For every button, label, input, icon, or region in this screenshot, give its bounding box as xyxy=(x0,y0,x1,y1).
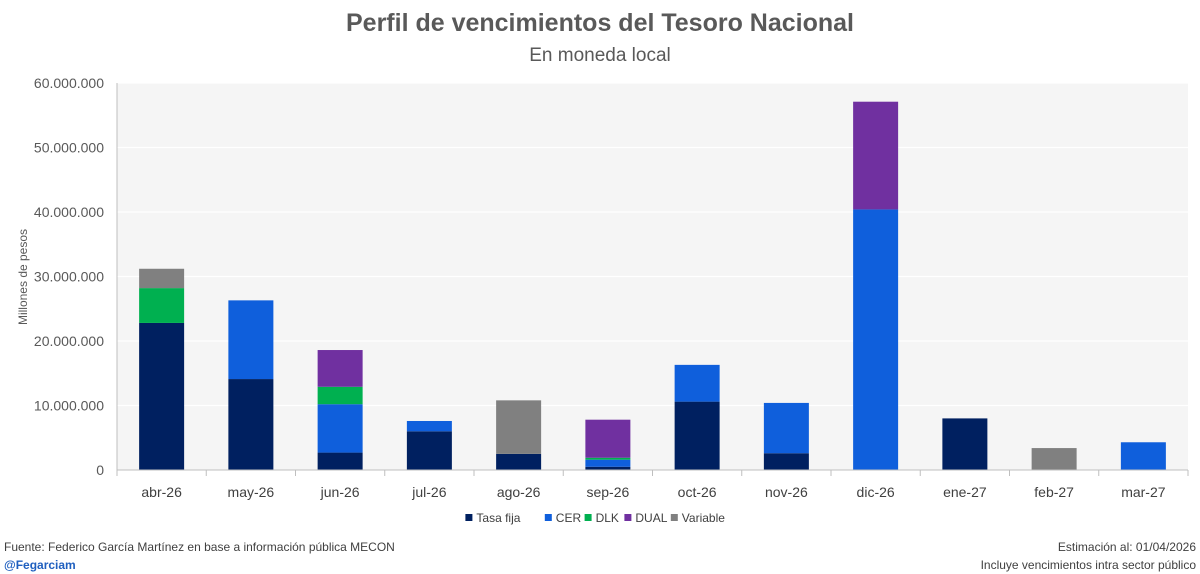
legend-swatch-variable xyxy=(670,514,678,521)
y-tick-label: 40.000.000 xyxy=(34,204,104,220)
x-tick-label: jun-26 xyxy=(320,484,360,500)
bar-segment-variable-abr-26 xyxy=(139,268,185,289)
bar-segment-dlk-abr-26 xyxy=(139,288,185,323)
bar-segment-variable-ago-26 xyxy=(496,400,542,454)
bar-segment-tasa-fija-jul-26 xyxy=(406,431,452,470)
gridlines xyxy=(117,82,1188,407)
x-tick-label: ene-27 xyxy=(943,484,987,500)
legend-label-variable: Variable xyxy=(682,511,725,525)
bar-segment-tasa-fija-jun-26 xyxy=(317,452,363,470)
chart-title: Perfil de vencimientos del Tesoro Nacion… xyxy=(345,9,855,37)
bar-segment-tasa-fija-oct-26 xyxy=(674,401,720,470)
bar-segment-dlk-sep-26 xyxy=(585,457,631,460)
bar-segment-cer-jul-26 xyxy=(406,420,452,432)
author-handle-link[interactable]: @Fegarciam xyxy=(4,558,76,572)
y-tick-label: 0 xyxy=(96,462,104,478)
axes: 0 10.000.000 20.000.000 30.000.000 40.000.00… xyxy=(34,75,1189,500)
bar-segment-cer-may-26 xyxy=(228,300,274,380)
legend-swatch-cer xyxy=(544,514,552,521)
chart-subtitle: En moneda local xyxy=(529,45,671,66)
intra-sector-note: Incluye vencimientos intra sector públic… xyxy=(980,558,1196,572)
x-tick-label: nov-26 xyxy=(765,484,808,500)
bar-segment-tasa-fija-may-26 xyxy=(228,379,274,470)
y-tick-label: 10.000.000 xyxy=(34,398,104,414)
x-tick-label: may-26 xyxy=(228,484,275,500)
bar-segment-cer-dic-26 xyxy=(853,209,899,471)
legend-label-dlk: DLK xyxy=(596,511,619,525)
y-tick-label: 30.000.000 xyxy=(34,269,104,285)
legend-swatch-dual xyxy=(624,514,632,521)
y-tick-label: 20.000.000 xyxy=(34,333,104,349)
source-note: Fuente: Federico García Martínez en base… xyxy=(4,540,395,554)
x-tick-label: dic-26 xyxy=(857,484,895,500)
x-tick-label: oct-26 xyxy=(678,484,717,500)
bar-segment-cer-sep-26 xyxy=(585,459,631,467)
bar-segment-dlk-jun-26 xyxy=(317,386,363,405)
x-tick-label: mar-27 xyxy=(1121,484,1166,500)
bar-segment-tasa-fija-sep-26 xyxy=(585,466,631,470)
bar-segment-cer-jun-26 xyxy=(317,404,363,453)
y-tick-label: 60.000.000 xyxy=(34,75,104,91)
estimate-date: Estimación al: 01/04/2026 xyxy=(1057,540,1196,554)
bars xyxy=(139,101,1166,471)
x-tick-label: feb-27 xyxy=(1034,484,1074,500)
bar-segment-cer-mar-27 xyxy=(1120,442,1166,470)
bar-segment-tasa-fija-ago-26 xyxy=(496,453,542,470)
bar-segment-tasa-fija-ene-27 xyxy=(942,418,988,470)
bar-segment-dual-sep-26 xyxy=(585,419,631,458)
x-tick-label: jul-26 xyxy=(411,484,446,500)
bar-segment-cer-nov-26 xyxy=(763,402,809,454)
legend-label-tasa-fija: Tasa fija xyxy=(476,511,520,525)
bar-segment-dual-dic-26 xyxy=(853,101,899,210)
legend: Tasa fija CER DLK DUAL Variable xyxy=(465,511,725,525)
legend-swatch-dlk xyxy=(584,514,592,521)
x-tick-label: sep-26 xyxy=(586,484,629,500)
legend-swatch-tasa-fija xyxy=(465,514,473,521)
y-tick-label: 50.000.000 xyxy=(34,140,104,156)
legend-label-dual: DUAL xyxy=(635,511,667,525)
legend-label-cer: CER xyxy=(556,511,582,525)
bar-segment-tasa-fija-nov-26 xyxy=(763,453,809,470)
bar-segment-variable-feb-27 xyxy=(1031,448,1077,470)
y-axis-label: Millones de pesos xyxy=(16,229,30,325)
bar-segment-cer-oct-26 xyxy=(674,364,720,402)
bar-segment-dual-jun-26 xyxy=(317,350,363,387)
x-tick-label: ago-26 xyxy=(497,484,541,500)
x-tick-label: abr-26 xyxy=(141,484,182,500)
bar-segment-tasa-fija-abr-26 xyxy=(139,322,185,470)
